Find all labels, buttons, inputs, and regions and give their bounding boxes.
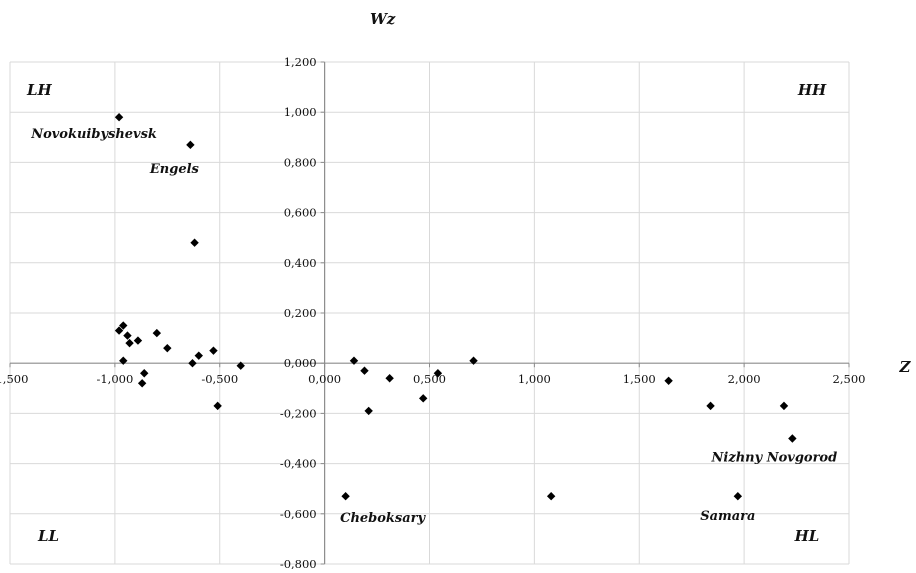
y-tick-label: 0,600 bbox=[284, 206, 317, 220]
annotation-samara: Samara bbox=[700, 509, 755, 524]
x-axis-title: Z bbox=[899, 358, 912, 376]
data-point bbox=[140, 369, 149, 378]
x-tick-label: 2,500 bbox=[833, 372, 866, 386]
annotation-engels: Engels bbox=[149, 162, 200, 177]
data-points bbox=[114, 113, 797, 501]
x-tick-label: -1,000 bbox=[96, 372, 133, 386]
y-axis-title: Wz bbox=[370, 10, 396, 28]
data-point bbox=[433, 369, 443, 378]
grid-lines bbox=[9, 61, 850, 565]
data-point bbox=[706, 401, 715, 411]
data-point bbox=[186, 140, 195, 150]
data-point bbox=[349, 356, 359, 365]
data-point bbox=[469, 356, 478, 365]
y-tick-label: 1,000 bbox=[284, 105, 317, 119]
y-tick-label: 0,400 bbox=[284, 256, 317, 270]
data-point bbox=[133, 336, 143, 345]
data-point bbox=[385, 374, 394, 383]
data-point bbox=[209, 346, 218, 355]
x-tick-label: 0,000 bbox=[308, 372, 341, 386]
axes bbox=[9, 61, 850, 565]
tick-labels: -1,500 -1,000 -0,500 0,000 0,500 1,000 1,500 2,… bbox=[0, 55, 866, 571]
quadrant-label-hh: HH bbox=[797, 81, 827, 99]
data-point bbox=[779, 401, 789, 411]
x-tick-label: 0,500 bbox=[413, 372, 446, 386]
data-point bbox=[733, 492, 743, 501]
data-point bbox=[360, 366, 369, 375]
annotation-cheboksary: Cheboksary bbox=[340, 511, 426, 526]
data-point bbox=[341, 492, 350, 501]
quadrant-label-lh: LH bbox=[26, 81, 53, 99]
y-tick-label: 0,800 bbox=[284, 155, 317, 169]
data-point bbox=[119, 321, 128, 330]
x-tick-label: -0,500 bbox=[201, 372, 238, 386]
data-point bbox=[125, 338, 134, 348]
data-point bbox=[788, 434, 797, 443]
data-point bbox=[664, 376, 673, 385]
data-point bbox=[114, 113, 124, 122]
data-point bbox=[419, 394, 428, 403]
y-tick-label: 0,000 bbox=[284, 356, 317, 370]
quadrant-label-ll: LL bbox=[37, 527, 59, 545]
data-point bbox=[213, 401, 222, 411]
data-point bbox=[137, 379, 147, 388]
y-tick-label: -0,200 bbox=[280, 406, 317, 420]
data-point bbox=[188, 359, 197, 368]
data-point bbox=[152, 328, 162, 338]
data-point bbox=[119, 356, 128, 365]
data-point bbox=[194, 351, 203, 360]
x-tick-label: -1,500 bbox=[0, 372, 28, 386]
x-tick-label: 1,500 bbox=[623, 372, 656, 386]
data-point bbox=[123, 331, 132, 340]
y-tick-label: -0,600 bbox=[280, 507, 317, 521]
data-point bbox=[364, 406, 373, 416]
y-tick-label: -0,800 bbox=[280, 557, 317, 569]
y-tick-label: 1,200 bbox=[284, 55, 317, 69]
data-point bbox=[114, 326, 124, 335]
x-tick-label: 1,000 bbox=[518, 372, 551, 386]
y-tick-label: 0,200 bbox=[284, 306, 317, 320]
data-point bbox=[163, 343, 172, 353]
quadrant-label-hl: HL bbox=[794, 527, 820, 545]
data-point bbox=[546, 492, 556, 501]
data-point bbox=[236, 361, 245, 370]
y-tick-label: -0,400 bbox=[280, 457, 317, 471]
x-tick-label: 2,000 bbox=[728, 372, 761, 386]
data-point bbox=[190, 238, 199, 247]
annotation-novokuibyshevsk: Novokuibyshevsk bbox=[30, 127, 157, 142]
annotation-nizhny-novgorod: Nizhny Novgorod bbox=[711, 451, 838, 466]
